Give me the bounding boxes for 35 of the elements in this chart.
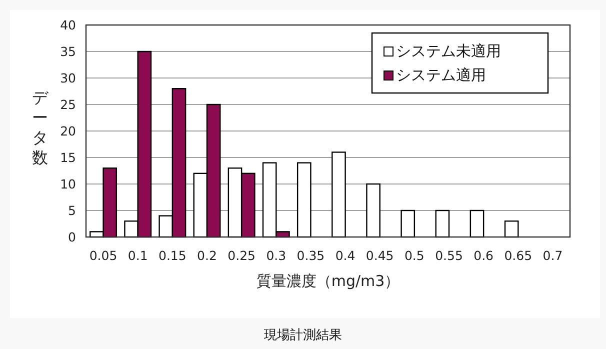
x-tick-label: 0.4: [335, 248, 356, 263]
x-tick-label: 0.2: [197, 248, 217, 263]
bar: [366, 183, 380, 238]
x-tick-label: 0.7: [542, 248, 563, 263]
x-tick-label: 0.6: [474, 248, 494, 263]
x-tick-label: 0.15: [158, 248, 186, 263]
y-tick-label: 35: [60, 44, 76, 59]
x-tick-label: 0.55: [435, 248, 463, 263]
y-tick-label: 5: [68, 203, 76, 218]
bar: [332, 152, 346, 238]
y-axis-title: データ数: [32, 88, 49, 167]
x-tick-label: 0.35: [296, 248, 325, 263]
y-tick-label: 15: [60, 150, 76, 165]
x-tick-label: 0.3: [266, 248, 286, 263]
bar: [470, 210, 484, 238]
x-tick-label: 0.45: [366, 248, 394, 263]
y-tick-label: 0: [68, 230, 76, 244]
y-tick-label: 10: [60, 176, 76, 192]
x-tick-label: 0.05: [89, 248, 118, 263]
legend-label: システム適用: [396, 66, 486, 84]
legend-label: システム未適用: [396, 42, 501, 60]
bar: [296, 162, 312, 238]
x-tick-label: 0.25: [228, 248, 256, 263]
y-tick-label: 20: [60, 124, 76, 138]
bar: [504, 220, 519, 238]
bar: [435, 210, 450, 238]
x-tick-label: 0.5: [404, 248, 424, 263]
text: 現場計測結果: [264, 328, 342, 343]
bar: [400, 210, 416, 238]
x-axis-title: 質量濃度（mg/m3）: [256, 272, 400, 290]
x-tick-label: 0.1: [128, 248, 148, 263]
y-tick-label: 40: [60, 18, 76, 32]
x-tick-label: 0.65: [504, 248, 532, 263]
y-tick-label: 30: [60, 70, 76, 86]
y-tick-label: 25: [60, 97, 76, 112]
